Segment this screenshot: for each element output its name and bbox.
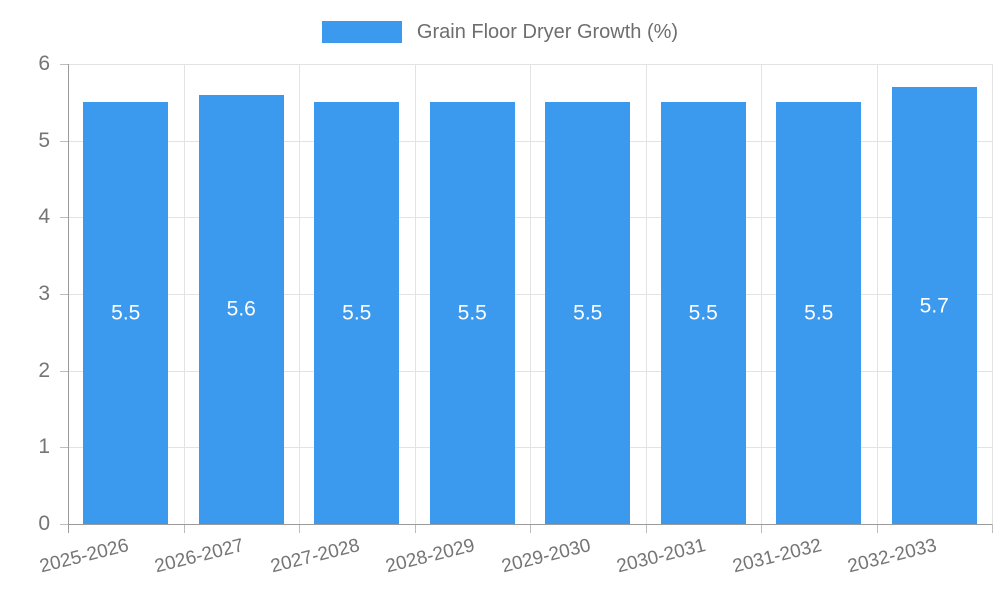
y-axis-tick-mark xyxy=(60,140,68,142)
x-axis-tick-label: 2032-2033 xyxy=(845,535,940,578)
x-axis-tick-label: 2027-2028 xyxy=(268,535,362,578)
bar-value-label: 5.5 xyxy=(688,301,718,325)
x-axis-line xyxy=(68,524,992,525)
y-axis-tick-mark xyxy=(60,294,68,295)
x-axis-tick-mark xyxy=(530,524,531,533)
x-axis-tick-label: 2028-2029 xyxy=(383,535,478,578)
x-axis-tick-mark xyxy=(645,524,647,533)
y-axis-tick-mark xyxy=(60,64,68,65)
bar[interactable] xyxy=(198,94,284,524)
bar[interactable] xyxy=(776,102,862,524)
x-axis-tick-label: 2026-2027 xyxy=(152,535,247,578)
bar-value-label: 5.6 xyxy=(226,297,256,321)
bar-value-label: 5.5 xyxy=(111,301,141,325)
bar[interactable] xyxy=(314,102,400,524)
v-gridline xyxy=(530,64,531,524)
x-axis-tick-mark xyxy=(761,524,762,533)
bar[interactable] xyxy=(429,102,515,524)
y-axis-line xyxy=(68,64,69,533)
legend-swatch xyxy=(321,21,402,43)
x-axis-tick-label: 2031-2032 xyxy=(730,535,824,578)
v-gridline xyxy=(992,64,993,524)
v-gridline xyxy=(645,64,647,524)
x-axis-tick-mark xyxy=(992,524,993,533)
bar-value-label: 5.5 xyxy=(804,301,834,325)
bar[interactable] xyxy=(891,87,977,524)
x-axis-tick-mark xyxy=(414,524,416,533)
v-gridline xyxy=(183,64,185,524)
x-axis-tick-label: 2029-2030 xyxy=(499,535,593,578)
y-axis-tick-mark xyxy=(60,217,68,219)
bar[interactable] xyxy=(545,102,631,524)
chart-legend[interactable]: Grain Floor Dryer Growth (%) xyxy=(0,14,1000,50)
x-axis-tick-mark xyxy=(183,524,185,533)
bar-value-label: 5.5 xyxy=(457,301,487,325)
y-axis-tick-mark xyxy=(60,370,68,372)
x-axis-tick-mark xyxy=(876,524,878,533)
x-axis-tick-label: 2030-2031 xyxy=(614,535,709,578)
v-gridline xyxy=(299,64,300,524)
y-axis-tick-label: 2 xyxy=(38,358,50,382)
x-axis-tick-mark xyxy=(299,524,300,533)
y-axis-tick-label: 0 xyxy=(38,512,50,536)
y-axis-tick-mark xyxy=(60,524,68,525)
bar-value-label: 5.7 xyxy=(919,294,949,317)
x-axis-tick-label: 2025-2026 xyxy=(37,535,131,578)
bar[interactable] xyxy=(660,102,746,524)
y-axis-tick-label: 6 xyxy=(38,52,50,76)
y-axis-tick-label: 4 xyxy=(38,205,50,229)
legend-label: Grain Floor Dryer Growth (%) xyxy=(416,20,679,43)
bar[interactable] xyxy=(83,102,169,524)
y-axis-tick-label: 5 xyxy=(38,128,50,152)
v-gridline xyxy=(876,64,878,524)
bar-value-label: 5.5 xyxy=(342,301,372,325)
bar-value-label: 5.5 xyxy=(573,301,603,325)
y-axis-tick-label: 1 xyxy=(38,435,50,459)
y-axis-tick-label: 3 xyxy=(38,282,50,306)
v-gridline xyxy=(414,64,416,524)
y-axis-tick-mark xyxy=(60,447,68,449)
v-gridline xyxy=(761,64,762,524)
